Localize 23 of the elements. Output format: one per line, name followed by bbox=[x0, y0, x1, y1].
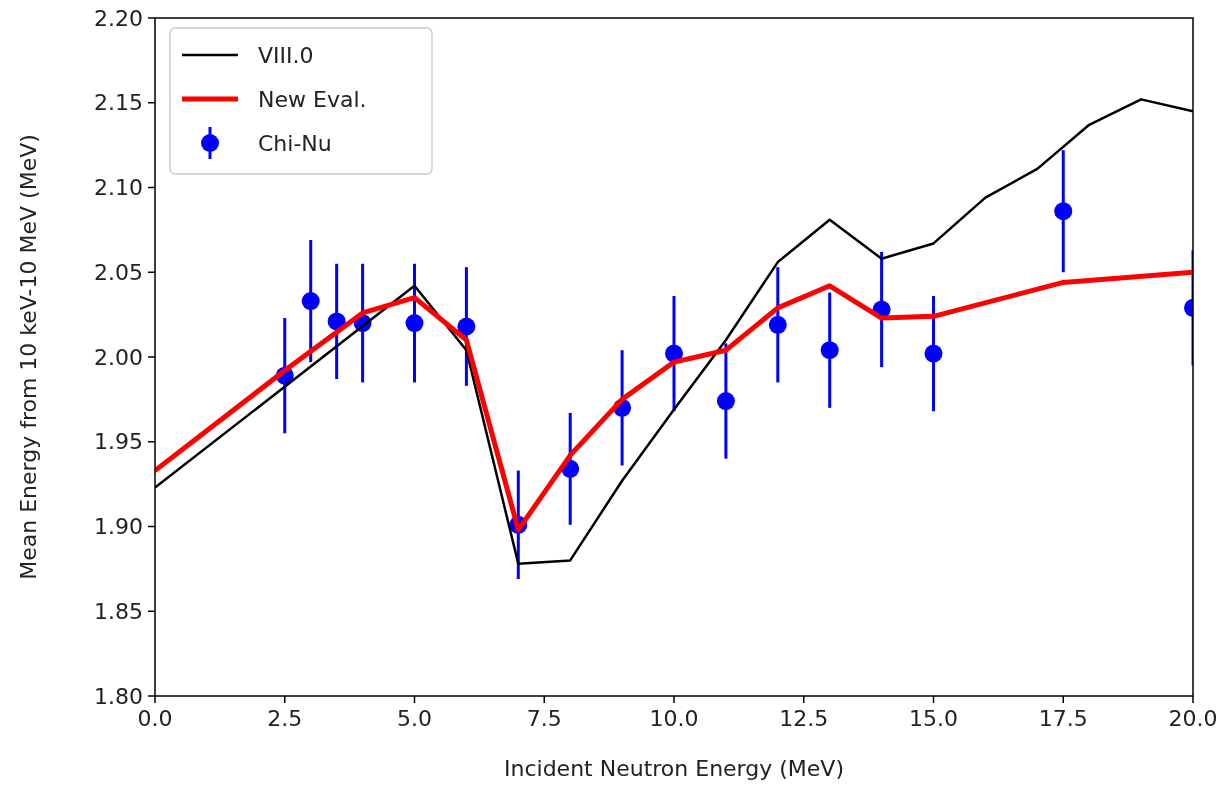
y-tick-label: 1.95 bbox=[94, 429, 143, 455]
y-tick-label: 1.80 bbox=[94, 683, 143, 709]
y-tick-label: 1.90 bbox=[94, 514, 143, 540]
y-tick-label: 2.20 bbox=[94, 5, 143, 31]
y-axis-title: Mean Energy from 10 keV-10 MeV (MeV) bbox=[16, 134, 41, 580]
legend-label: VIII.0 bbox=[258, 42, 314, 68]
x-tick-label: 20.0 bbox=[1168, 706, 1218, 731]
x-tick-label: 10.0 bbox=[649, 706, 699, 731]
x-tick-label: 7.5 bbox=[526, 706, 562, 731]
x-tick-label: 12.5 bbox=[779, 706, 829, 731]
x-tick-label: 0.0 bbox=[137, 706, 173, 731]
x-tick-label: 2.5 bbox=[267, 706, 303, 731]
legend-label: New Eval. bbox=[258, 86, 367, 112]
x-tick-label: 5.0 bbox=[397, 706, 432, 731]
legend-label: Chi-Nu bbox=[258, 130, 332, 156]
x-tick-label: 17.5 bbox=[1038, 706, 1088, 731]
y-tick-label: 2.10 bbox=[94, 175, 143, 201]
y-tick-label: 2.15 bbox=[94, 90, 143, 116]
y-tick-label: 2.05 bbox=[94, 259, 143, 285]
y-tick-label: 2.00 bbox=[94, 344, 143, 370]
y-tick-label: 1.85 bbox=[94, 598, 143, 624]
x-tick-label: 15.0 bbox=[909, 706, 958, 731]
x-axis-title: Incident Neutron Energy (MeV) bbox=[504, 756, 844, 781]
